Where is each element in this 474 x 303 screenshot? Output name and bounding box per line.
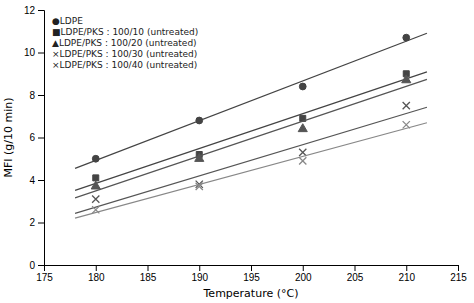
legend-entry: ×LDPE/PKS : 100/30 (untreated) bbox=[52, 49, 197, 59]
tick-mark bbox=[406, 265, 407, 271]
tick-label: 10 bbox=[24, 47, 36, 58]
tick-mark bbox=[148, 265, 149, 271]
series bbox=[75, 71, 427, 191]
tick-mark bbox=[38, 10, 44, 11]
tick-mark bbox=[199, 265, 200, 271]
tick-mark bbox=[251, 265, 252, 271]
x-axis: 175 180 185 190 195 200 205 210 215 bbox=[36, 265, 467, 283]
tick-mark bbox=[458, 265, 459, 271]
point bbox=[92, 196, 99, 203]
tick: 190 bbox=[191, 265, 208, 283]
tick: 195 bbox=[243, 265, 260, 283]
tick-label: 175 bbox=[36, 272, 53, 283]
chart: 175 180 185 190 195 200 205 210 215 0 2 4 6 8 10 12 ●LDP… bbox=[0, 0, 474, 303]
tick: 6 bbox=[29, 132, 44, 143]
tick: 0 bbox=[29, 260, 44, 271]
trend-line bbox=[75, 72, 427, 190]
tick-mark bbox=[303, 265, 304, 271]
tick-mark bbox=[355, 265, 356, 271]
tick: 210 bbox=[398, 265, 415, 283]
tick: 8 bbox=[29, 90, 44, 101]
tick-mark bbox=[38, 138, 44, 139]
tick-label: 6 bbox=[29, 132, 35, 143]
tick-mark bbox=[38, 180, 44, 181]
tick-label: 195 bbox=[243, 272, 260, 283]
tick-label: 205 bbox=[347, 272, 364, 283]
tick-label: 185 bbox=[140, 272, 157, 283]
point bbox=[402, 75, 411, 83]
tick: 10 bbox=[24, 47, 44, 58]
y-axis: 0 2 4 6 8 10 12 bbox=[24, 5, 45, 271]
x-axis-title: Temperature (°C) bbox=[203, 287, 299, 300]
tick-label: 190 bbox=[191, 272, 208, 283]
trend-line bbox=[75, 107, 427, 213]
point bbox=[403, 121, 410, 128]
point bbox=[93, 175, 99, 181]
tick: 215 bbox=[450, 265, 467, 283]
axis-line bbox=[45, 266, 459, 272]
tick: 185 bbox=[140, 265, 157, 283]
legend-entry: ■LDPE/PKS : 100/10 (untreated) bbox=[52, 27, 198, 37]
tick-mark bbox=[38, 223, 44, 224]
series bbox=[75, 75, 427, 198]
tick-label: 180 bbox=[88, 272, 105, 283]
legend-entry: ▲LDPE/PKS : 100/20 (untreated) bbox=[52, 38, 197, 48]
tick-mark bbox=[96, 265, 97, 271]
point bbox=[299, 149, 306, 156]
point bbox=[196, 183, 203, 190]
point bbox=[196, 117, 203, 124]
series bbox=[75, 121, 427, 218]
tick: 180 bbox=[88, 265, 105, 283]
trend-line bbox=[75, 123, 427, 218]
point bbox=[195, 153, 204, 161]
point bbox=[299, 157, 306, 164]
point bbox=[403, 102, 410, 109]
tick: 200 bbox=[295, 265, 312, 283]
legend-entry: ×LDPE/PKS : 100/40 (untreated) bbox=[52, 60, 197, 70]
tick-mark bbox=[38, 265, 44, 266]
plot: 175 180 185 190 195 200 205 210 215 0 2 4 6 8 10 12 ●LDP… bbox=[24, 5, 467, 283]
point bbox=[92, 155, 99, 162]
series bbox=[75, 102, 427, 213]
tick-label: 8 bbox=[29, 90, 35, 101]
legend: ●LDPE■LDPE/PKS : 100/10 (untreated)▲LDPE… bbox=[52, 16, 198, 70]
legend-entry: ●LDPE bbox=[52, 16, 83, 26]
tick: 205 bbox=[347, 265, 364, 283]
tick-label: 200 bbox=[295, 272, 312, 283]
point bbox=[403, 34, 410, 41]
point bbox=[92, 206, 99, 213]
tick: 175 bbox=[36, 265, 53, 283]
point bbox=[299, 83, 306, 90]
tick-label: 215 bbox=[450, 272, 467, 283]
tick: 12 bbox=[24, 5, 44, 16]
y-axis-title: MFI (g/10 min) bbox=[2, 97, 15, 177]
tick-label: 0 bbox=[29, 260, 35, 271]
tick-label: 210 bbox=[398, 272, 415, 283]
tick: 4 bbox=[29, 175, 44, 186]
tick-label: 4 bbox=[29, 175, 35, 186]
tick-mark bbox=[38, 53, 44, 54]
point bbox=[298, 124, 307, 132]
tick-label: 12 bbox=[24, 5, 36, 16]
point bbox=[91, 181, 100, 189]
tick-mark bbox=[38, 95, 44, 96]
trend-line bbox=[75, 79, 427, 197]
tick: 2 bbox=[29, 217, 44, 228]
axis-line bbox=[38, 11, 45, 266]
tick-label: 2 bbox=[29, 217, 35, 228]
